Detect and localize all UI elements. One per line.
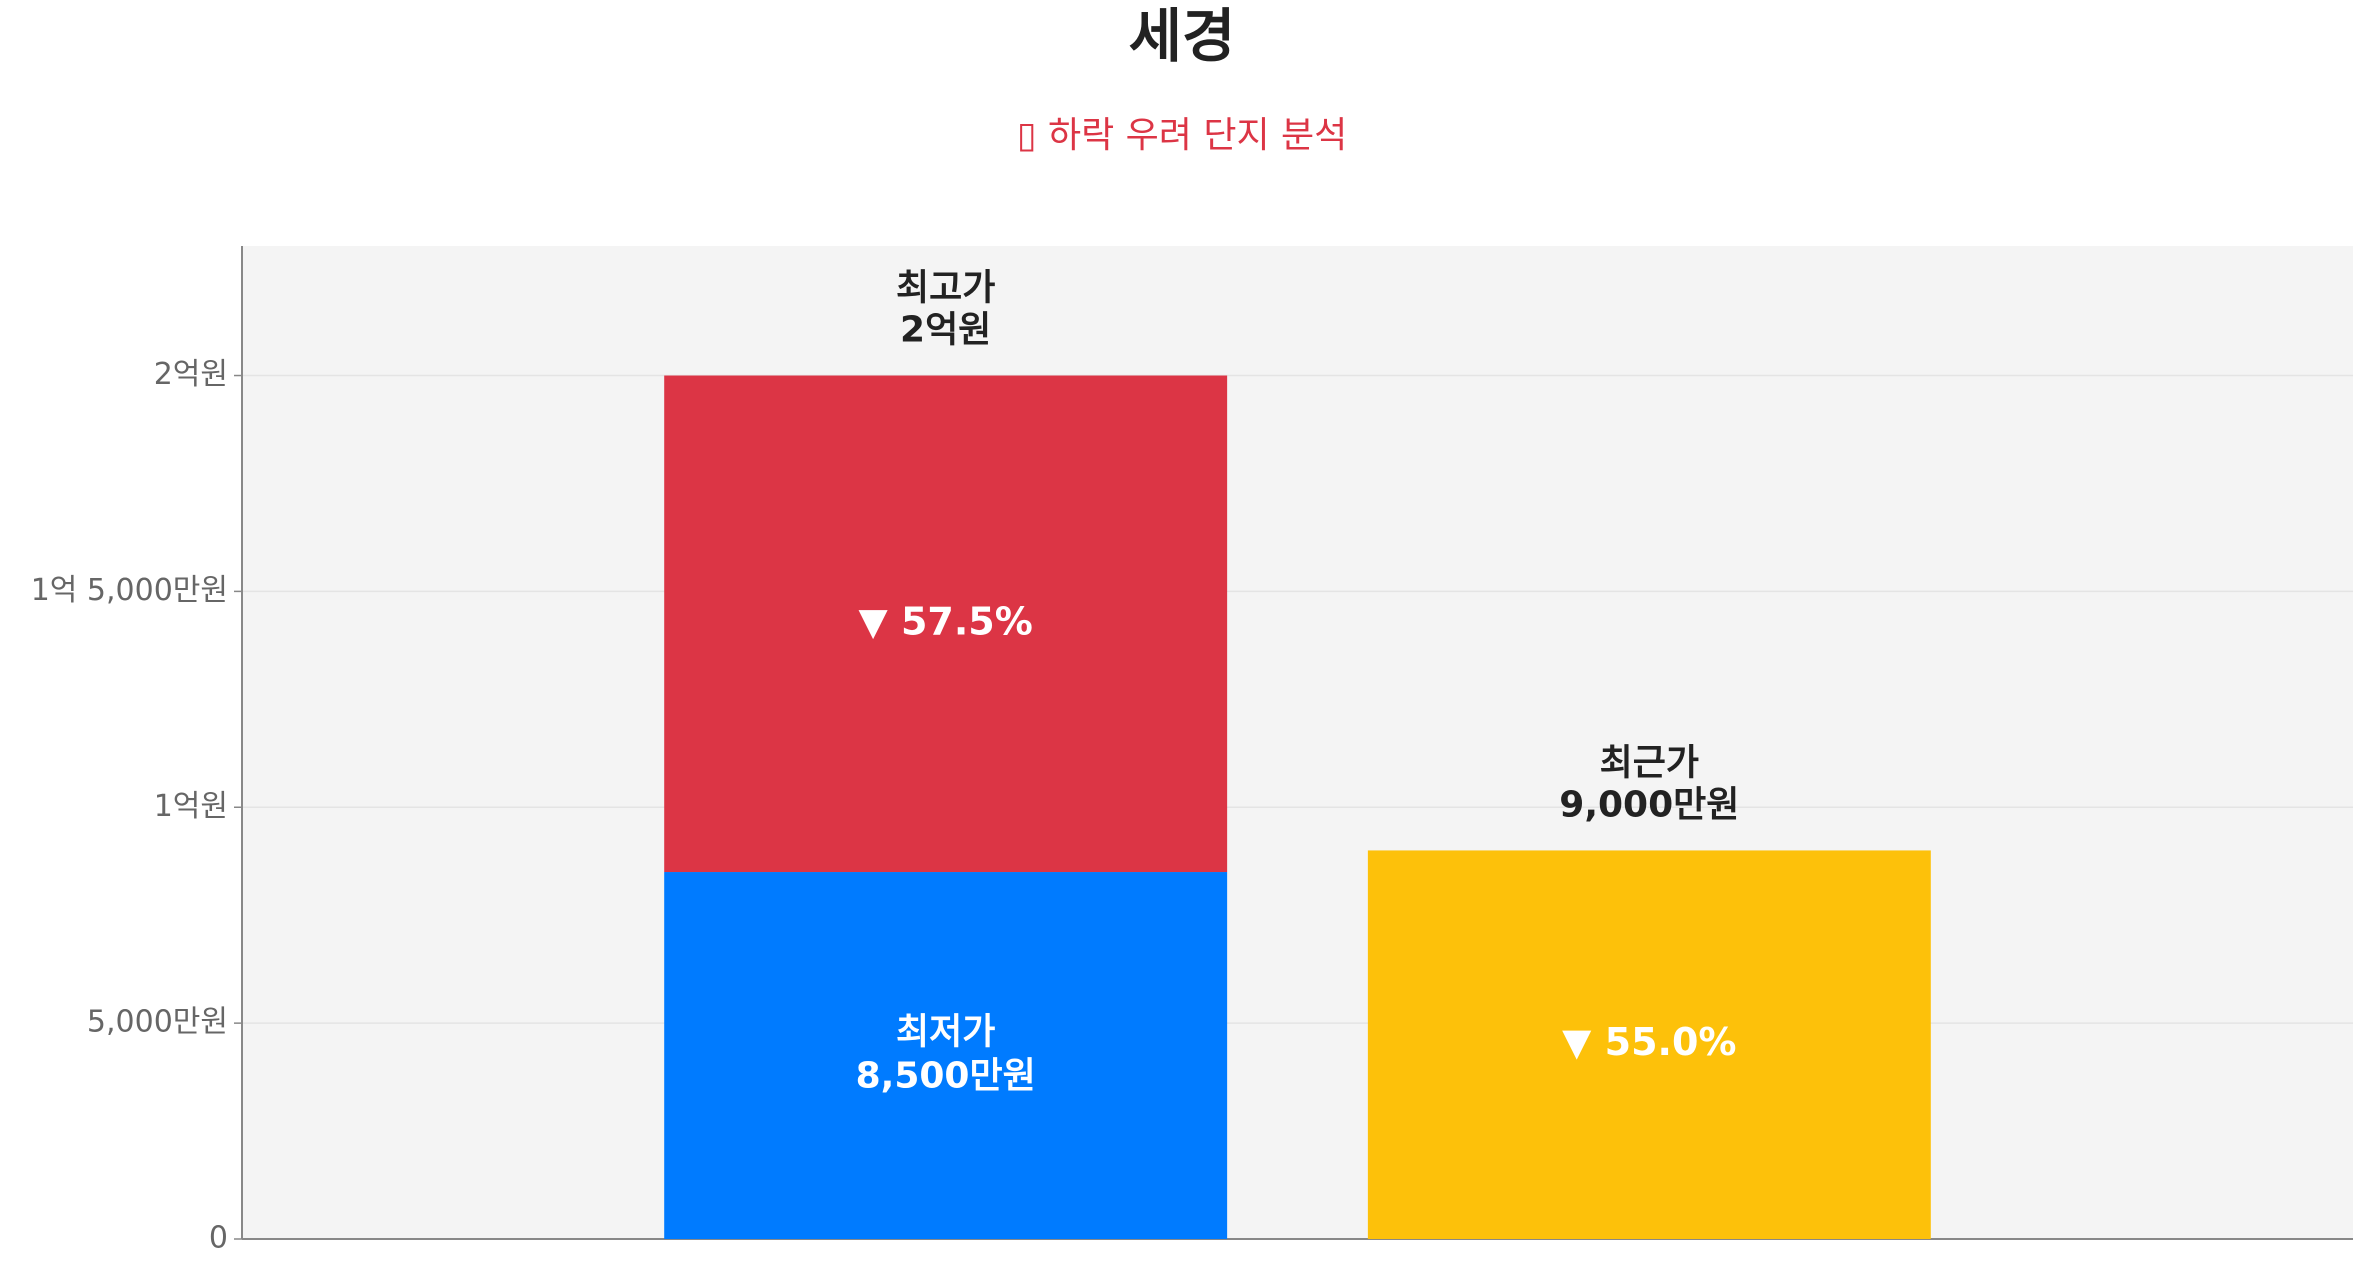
y-tick-label: 0 (209, 1221, 228, 1256)
bar (664, 375, 1228, 873)
chart-subtitle: ▯ 하락 우려 단지 분석 (1017, 115, 1348, 156)
top-value-label: 9,000만원 (1559, 784, 1739, 825)
y-tick-label: 1억 5,000만원 (31, 573, 228, 608)
drop-label: ▼ 55.0% (1562, 1020, 1736, 1064)
y-tick-label: 5,000만원 (87, 1005, 228, 1040)
series-name-label: 최저가 (896, 1012, 995, 1053)
y-tick-label: 1억원 (154, 789, 228, 824)
top-name-label: 최근가 (1600, 742, 1699, 783)
top-name-label: 최고가 (896, 268, 995, 309)
plot-background (242, 246, 2353, 1239)
y-tick-label: 2억원 (154, 357, 228, 392)
top-value-label: 2억원 (900, 310, 991, 351)
value-label: 8,500만원 (856, 1056, 1036, 1097)
bar (1367, 850, 1931, 1239)
bar (664, 872, 1228, 1239)
chart-title: 세경 (1129, 2, 1236, 70)
drop-label: ▼ 57.5% (859, 599, 1033, 643)
